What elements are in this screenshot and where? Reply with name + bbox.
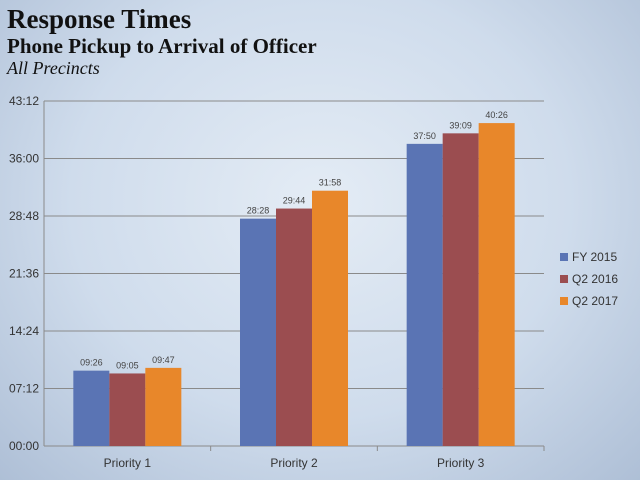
y-tick-label: 00:00 [9,439,39,453]
bar [406,143,443,446]
bar [478,123,515,446]
data-label: 09:26 [80,358,103,368]
y-tick-label: 36:00 [9,152,39,166]
bar [73,370,110,446]
legend-label: Q2 2017 [572,294,618,308]
legend-swatch [560,297,568,305]
data-label: 39:09 [449,120,472,130]
bar [145,367,182,446]
legend-swatch [560,253,568,261]
bar [312,190,348,446]
legend-label: Q2 2016 [572,272,618,286]
legend-swatch [560,275,568,283]
x-tick-label: Priority 1 [104,456,152,470]
data-label: 31:58 [319,178,342,188]
y-tick-label: 43:12 [9,94,39,108]
y-tick-label: 14:24 [9,324,39,338]
data-label: 09:47 [152,355,175,365]
x-tick-label: Priority 2 [270,456,318,470]
data-label: 40:26 [485,110,508,120]
title-block: Response Times Phone Pickup to Arrival o… [7,4,317,78]
bar [109,373,146,446]
legend-label: FY 2015 [572,250,617,264]
bar [240,218,276,446]
y-tick-label: 07:12 [9,382,39,396]
page-scope: All Precincts [7,58,100,78]
y-tick-label: 28:48 [9,209,39,223]
page-title: Response Times [7,4,192,34]
bar [442,133,479,446]
x-tick-label: Priority 3 [437,456,485,470]
data-label: 29:44 [283,196,306,206]
data-label: 09:05 [116,360,139,370]
data-label: 37:50 [413,131,436,141]
data-label: 28:28 [247,206,270,216]
y-tick-label: 21:36 [9,267,39,281]
page-subtitle: Phone Pickup to Arrival of Officer [7,34,317,58]
bar [276,208,312,446]
